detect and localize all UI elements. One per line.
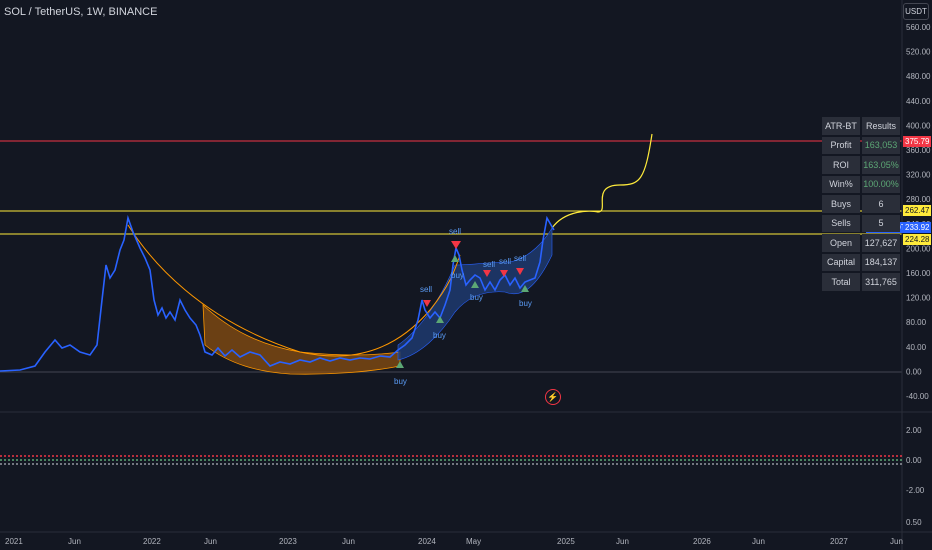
time-tick: Jun xyxy=(752,537,765,546)
table-key: Buys xyxy=(822,195,860,213)
time-tick: May xyxy=(466,537,481,546)
price-tag-yellow-bottom: 224.28 xyxy=(903,234,932,245)
table-key: Total xyxy=(822,273,860,291)
sell-label: sell xyxy=(499,257,511,266)
table-row: Open 127,627 xyxy=(822,234,900,252)
table-header: ATR-BT xyxy=(822,117,860,135)
table-value: 163,053 xyxy=(862,136,900,154)
sub-price-tick: 2.00 xyxy=(906,426,922,435)
buy-label: buy xyxy=(451,271,464,280)
time-tick: 2026 xyxy=(693,537,711,546)
performance-table: ATR-BT Results Profit 163,053 ROI 163.05% Wi… xyxy=(820,115,902,293)
price-tick: 560.00 xyxy=(906,23,931,32)
sell-marker xyxy=(483,270,491,277)
table-key: Sells xyxy=(822,214,860,232)
time-tick: 2025 xyxy=(557,537,575,546)
table-value: 127,627 xyxy=(862,234,900,252)
parabolic-curve-orange xyxy=(127,224,461,357)
buy-label: buy xyxy=(470,293,483,302)
time-tick: Jun xyxy=(204,537,217,546)
sell-label: sell xyxy=(449,227,461,236)
table-key: Profit xyxy=(822,136,860,154)
symbol-legend[interactable]: SOL / TetherUS, 1W, BINANCE xyxy=(4,6,158,18)
table-value: 184,137 xyxy=(862,253,900,271)
sell-marker xyxy=(516,268,524,275)
table-key: Win% xyxy=(822,175,860,193)
time-tick: Jun xyxy=(616,537,629,546)
price-line xyxy=(0,214,555,372)
buy-label: buy xyxy=(394,377,407,386)
price-tick: 160.00 xyxy=(906,269,931,278)
sell-marker xyxy=(500,270,508,277)
price-tick: 120.00 xyxy=(906,294,931,303)
table-value: 311,765 xyxy=(862,273,900,291)
buy-label: buy xyxy=(519,299,532,308)
time-tick: Jun xyxy=(342,537,355,546)
time-tick: 2021 xyxy=(5,537,23,546)
time-tick: 2023 xyxy=(279,537,297,546)
time-tick: 2024 xyxy=(418,537,436,546)
price-tick: 80.00 xyxy=(906,318,927,327)
price-tick: 360.00 xyxy=(906,146,931,155)
sell-label: sell xyxy=(420,285,432,294)
table-row: Win% 100.00% xyxy=(822,175,900,193)
table-key: Open xyxy=(822,234,860,252)
buy-marker xyxy=(396,361,404,368)
currency-button[interactable]: USDT xyxy=(903,3,929,20)
projection-line-yellow xyxy=(551,133,653,229)
table-key: ROI xyxy=(822,156,860,174)
price-tick: 0.00 xyxy=(906,367,922,376)
sell-label: sell xyxy=(483,260,495,269)
price-tick: 440.00 xyxy=(906,97,931,106)
buy-marker xyxy=(471,281,479,288)
buy-marker xyxy=(436,316,444,323)
table-row: Buys 6 xyxy=(822,195,900,213)
table-key: Capital xyxy=(822,253,860,271)
price-tag-red: 375.79 xyxy=(903,136,932,147)
sell-marker xyxy=(451,241,461,249)
table-row: Profit 163,053 xyxy=(822,136,900,154)
table-row: Capital 184,137 xyxy=(822,253,900,271)
price-tick: 520.00 xyxy=(906,48,931,57)
lightning-icon[interactable]: ⚡ xyxy=(545,389,561,405)
table-row: Total 311,765 xyxy=(822,273,900,291)
price-tag-current: 233.92 xyxy=(903,222,932,233)
price-tick: 200.00 xyxy=(906,244,931,253)
price-tick: -40.00 xyxy=(906,392,929,401)
price-tick: 480.00 xyxy=(906,72,931,81)
time-tick: Jun xyxy=(68,537,81,546)
table-value: 5 xyxy=(862,214,900,232)
price-tick: 40.00 xyxy=(906,343,927,352)
buy-label: buy xyxy=(433,331,446,340)
time-tick: 2027 xyxy=(830,537,848,546)
price-axis[interactable]: 560.00 520.00 480.00 440.00 400.00 360.00 320.… xyxy=(906,23,931,527)
price-tag-yellow-top: 262.47 xyxy=(903,205,932,216)
table-value: 100.00% xyxy=(862,175,900,193)
sub-price-tick: 0.50 xyxy=(906,518,922,527)
table-row: ROI 163.05% xyxy=(822,156,900,174)
time-tick: 2022 xyxy=(143,537,161,546)
price-tick: 280.00 xyxy=(906,195,931,204)
table-value: 163.05% xyxy=(862,156,900,174)
sub-price-tick: -2.00 xyxy=(906,486,925,495)
buy-marker xyxy=(451,255,459,262)
table-row: Sells 5 xyxy=(822,214,900,232)
price-tick: 400.00 xyxy=(906,121,931,130)
sell-marker xyxy=(423,300,431,307)
sub-price-tick: 0.00 xyxy=(906,456,922,465)
buy-marker xyxy=(521,285,529,292)
time-tick: Jun xyxy=(890,537,903,546)
table-value: 6 xyxy=(862,195,900,213)
time-axis[interactable]: 2021 Jun 2022 Jun 2023 Jun 2024 May 2025 Jun 2026 J… xyxy=(5,537,903,546)
price-tick: 320.00 xyxy=(906,171,931,180)
regression-band-orange xyxy=(202,304,401,375)
sell-label: sell xyxy=(514,254,526,263)
table-header: Results xyxy=(862,117,900,135)
